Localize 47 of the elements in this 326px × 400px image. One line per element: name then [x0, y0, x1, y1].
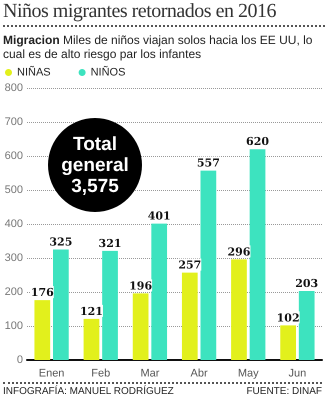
data-label: 321	[98, 236, 122, 250]
data-label: 325	[49, 236, 72, 248]
y-tick-label: 400	[4, 218, 23, 230]
annotation: Total general 3,575	[60, 134, 130, 196]
bar	[250, 149, 266, 360]
y-tick-label: 600	[4, 150, 23, 162]
x-tick-label: Abr	[190, 368, 208, 380]
bar	[280, 325, 296, 360]
x-tick-label: Jun	[288, 368, 306, 380]
data-label: 176	[30, 286, 54, 300]
x-tick-label: Mar	[140, 368, 160, 380]
source-note: FUENTE: DINAF	[246, 386, 322, 397]
legend-label: NIÑOS	[90, 66, 126, 78]
bar	[102, 250, 118, 360]
y-tick-label: 300	[4, 252, 23, 264]
bar	[132, 293, 148, 360]
data-label: 401	[148, 210, 171, 223]
circle-badge: Total general 3,575	[48, 118, 142, 212]
y-tick-label: 0	[16, 354, 23, 366]
bar	[298, 290, 315, 360]
chart-title: Niños migrantes retornados en 2016	[3, 0, 325, 27]
text: INFOGRAFÍA: MANUEL RODRÍGUEZ	[3, 386, 174, 397]
bar	[200, 170, 216, 360]
data-label: 296	[227, 245, 251, 258]
x-tick-label: May	[238, 368, 260, 380]
data-label: 121	[80, 304, 103, 318]
legend-label: NIÑAS	[17, 66, 51, 78]
bar	[53, 250, 69, 360]
bar	[231, 259, 247, 360]
data-label: 102	[276, 311, 300, 324]
data-label: 203	[295, 276, 318, 290]
x-tick-label: Feb	[91, 368, 110, 380]
bar	[84, 318, 100, 360]
y-tick-label: 200	[4, 286, 23, 298]
data-label: 196	[129, 279, 152, 292]
y-tick-label: 700	[4, 116, 23, 128]
bar	[34, 300, 50, 360]
x-tick-label: Enen	[38, 368, 64, 380]
data-label: 257	[178, 258, 202, 272]
chart-subtitle: Migracion Miles de niños viajan solos hacia los EE UU, lo cual es de alto riesgo par los infantes	[3, 33, 314, 61]
y-tick-label: 800	[4, 82, 23, 94]
y-tick-label: 500	[4, 184, 23, 196]
data-label: 557	[196, 156, 220, 170]
y-tick-label: 100	[4, 320, 23, 332]
bar	[182, 272, 198, 360]
data-label: 620	[246, 135, 270, 148]
bar	[151, 224, 168, 360]
